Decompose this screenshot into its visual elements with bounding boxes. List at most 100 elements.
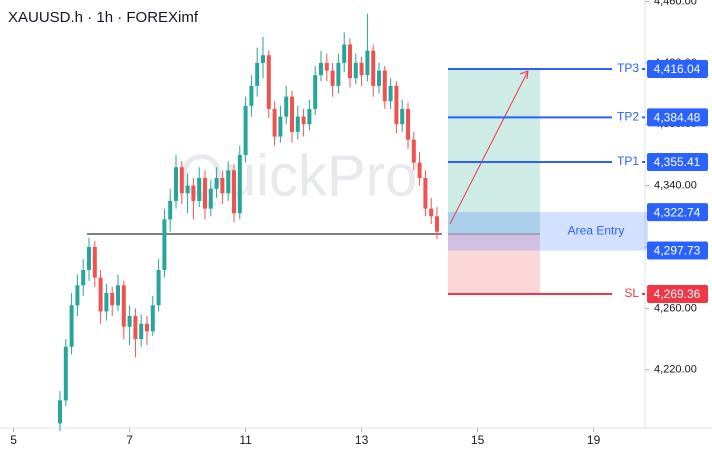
price-badge [647,59,708,78]
entry-area-label: Area Entry [568,223,625,237]
candle-body [237,154,242,214]
candle-body [342,44,347,63]
candle-body [301,116,306,125]
candle-body [168,200,173,220]
candle-body [75,285,80,306]
candle-body [319,62,323,76]
price-badge [647,203,708,222]
candle-body [208,188,213,209]
candle-body [400,108,405,125]
price-badge-label: 4,269.36 [654,287,701,301]
candle-body [110,293,115,306]
candle-body [162,219,167,270]
candle-body [382,70,387,102]
candle-body [417,162,422,178]
x-tick-label: 13 [355,433,369,447]
candle-body [266,55,271,109]
candle-body [435,216,439,232]
candle-body [63,346,68,401]
price-badge-label: 4,384.48 [654,111,701,125]
y-tick-label: 4,220.00 [654,364,697,376]
candle-body [243,105,248,155]
level-name: TP3 [617,61,639,75]
profit-zone [448,68,540,234]
candle-body [278,116,283,137]
candle-body [295,116,300,132]
candle-body [336,62,341,86]
y-tick-label: 4,260.00 [654,302,697,314]
candle-body [69,305,74,347]
candle-body [359,62,364,76]
level-label-bg [612,285,642,302]
candle-body [226,170,231,194]
candle-body [348,44,352,79]
level-label-bg [612,153,642,170]
candle-body [284,96,289,117]
candle-body [423,177,428,209]
candle-body [429,208,434,217]
candle-body [377,70,381,86]
candle-body [353,62,358,79]
level-label-bg [612,109,642,126]
candle-body [92,246,97,278]
candle-body [156,269,161,306]
chart-title: XAUUSD.h · 1h · FOREXimf [8,9,199,26]
candle-body [232,170,236,214]
candle-body [255,62,260,86]
x-tick-label: 15 [471,433,485,447]
candle-body [87,246,91,270]
candle-body [330,70,335,86]
level-name: SL [624,286,639,300]
price-badge-label: 4,322.74 [654,205,701,219]
candle-body [365,50,370,76]
x-tick-label: 5 [10,433,17,447]
candle-body [290,96,294,132]
candle-body [411,139,416,163]
candle-body [203,177,207,209]
y-tick-label: 4,460.00 [654,0,697,7]
candle-body [191,185,196,201]
candle-body [145,323,149,332]
price-badge [647,241,708,260]
candle-body [249,85,254,106]
candle-body [174,167,178,201]
candle-body [307,108,312,125]
arrow-head [519,70,529,80]
level-name: TP2 [617,110,639,124]
y-tick-label: 4,340.00 [654,180,697,192]
watermark: QuickPro [179,143,418,208]
x-tick-label: 19 [587,433,601,447]
price-badge [647,284,708,303]
candle-body [261,55,265,63]
candle-body [220,177,225,194]
x-tick-label: 11 [239,433,252,447]
price-badge-label: 4,355.41 [654,155,701,169]
level-label-bg [612,60,642,77]
candle-body [185,185,190,194]
price-badge-label: 4,416.04 [654,62,701,76]
candle-body [127,316,132,327]
candle-body [104,293,109,312]
candle-body [179,167,184,194]
price-badge-label: 4,297.73 [654,244,701,258]
candle-body [214,177,219,189]
candle-body [272,108,277,137]
candle-body [371,50,376,86]
candle-body [139,323,144,340]
x-tick-label: 7 [126,433,133,447]
candle-body [116,285,120,306]
candle-body [394,85,399,125]
candle-body [121,285,126,327]
loss-zone [448,233,540,294]
candle-body [81,269,86,286]
candle-body [324,62,329,71]
candle-body [133,316,138,340]
candle-body [150,305,155,332]
price-badge [647,108,708,127]
candle-body [406,108,410,140]
candle-body [313,75,318,109]
candle-body [388,85,393,102]
candle-body [197,177,202,201]
